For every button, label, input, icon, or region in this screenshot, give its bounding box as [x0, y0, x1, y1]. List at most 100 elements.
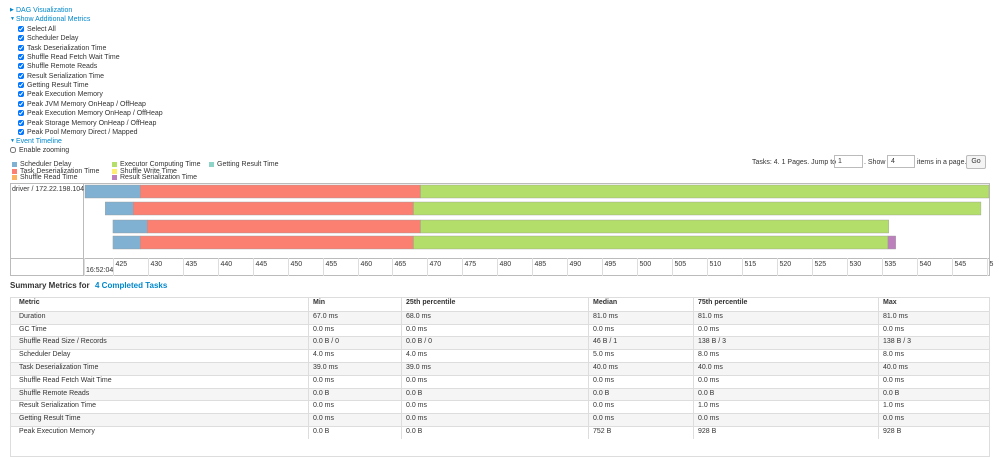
column-header[interactable]: 75th percentile — [698, 299, 748, 306]
table-cell: 0.0 ms — [698, 376, 720, 384]
table-cell: 4.0 ms — [406, 351, 428, 359]
table-header: Metric Min 25th percentile Median 75th perce… — [11, 298, 989, 311]
summary-link[interactable]: 4 Completed Tasks — [95, 281, 168, 290]
column-header[interactable]: Min — [313, 299, 326, 306]
table-cell: 0.0 ms — [593, 376, 615, 384]
column-divider — [401, 414, 402, 426]
checkbox[interactable] — [18, 82, 24, 89]
checkbox[interactable] — [18, 26, 24, 32]
column-divider — [878, 375, 879, 388]
table-cell: 8.0 ms — [698, 351, 720, 359]
table-row: Shuffle Read Fetch Wait Time 0.0 ms 0.0 ms… — [11, 374, 989, 388]
table-cell: 0.0 ms — [313, 402, 335, 410]
table-row: Duration 67.0 ms 68.0 ms 81.0 ms 81.0 ms 81.0… — [11, 310, 989, 324]
column-divider — [878, 401, 879, 414]
page: ▶ DAG Visualization ▼ Show Additional Metri… — [10, 7, 994, 457]
go-button[interactable]: Go — [966, 155, 986, 169]
table-cell: 0.0 ms — [313, 376, 335, 384]
table-cell: 0.0 B / 0 — [406, 338, 433, 346]
table-cell: 0.0 ms — [883, 325, 905, 333]
table-cell: Duration — [19, 312, 46, 320]
column-divider — [401, 427, 402, 439]
table-cell: 40.0 ms — [698, 364, 723, 371]
column-divider — [588, 363, 589, 375]
page-input[interactable]: 1 — [834, 155, 863, 168]
column-header[interactable]: Metric — [19, 299, 40, 306]
table-cell: 8.0 ms — [883, 351, 905, 359]
column-divider — [308, 311, 309, 324]
checkbox[interactable] — [18, 44, 24, 51]
checkbox[interactable] — [18, 72, 24, 79]
column-divider — [588, 388, 589, 401]
checkbox[interactable] — [18, 128, 24, 135]
table-cell: 138 B / 3 — [698, 338, 727, 346]
column-header[interactable]: Max — [883, 299, 897, 306]
legend-item: Scheduler Delay — [12, 160, 71, 169]
executor-label: driver / 172.22.198.104 — [12, 186, 84, 193]
expand-icon[interactable]: ▶ — [10, 7, 14, 13]
column-divider — [693, 337, 694, 350]
legend-item: Task Deserialization Time — [12, 167, 99, 176]
column-divider — [401, 337, 402, 350]
expand-icon[interactable]: ▼ — [10, 138, 15, 144]
table-row: Peak Execution Memory 0.0 B 0.0 B 752 B 928 … — [11, 426, 989, 439]
column-divider — [308, 375, 309, 388]
column-divider — [693, 427, 694, 439]
checkbox[interactable] — [18, 35, 24, 42]
task-segment — [133, 201, 414, 216]
event-timeline-link[interactable]: Event Timeline — [16, 138, 62, 145]
metric-option: Peak Pool Memory Direct / Mapped — [18, 128, 138, 137]
table-cell: 46 B / 1 — [593, 338, 618, 346]
column-divider — [308, 427, 309, 439]
column-divider — [588, 350, 589, 362]
expand-icon[interactable]: ▼ — [10, 16, 15, 22]
checkbox[interactable] — [18, 119, 24, 126]
column-divider — [401, 388, 402, 401]
metric-option: Peak Execution Memory OnHeap / OffHeap — [18, 109, 163, 118]
column-divider — [401, 324, 402, 337]
x-tick-label: 505 — [675, 261, 687, 268]
column-divider — [401, 375, 402, 388]
checkbox[interactable] — [18, 54, 24, 61]
table-cell: 0.0 B — [406, 389, 423, 397]
checkbox[interactable] — [18, 91, 24, 98]
metric-option: Scheduler Delay — [18, 34, 78, 43]
task-segment — [887, 235, 896, 250]
metric-option: Select All — [18, 25, 56, 34]
column-divider — [401, 350, 402, 362]
legend-item: Result Serialization Time — [112, 173, 197, 182]
page-size-input[interactable]: 4 — [887, 155, 915, 168]
table-cell: 67.0 ms — [313, 312, 338, 320]
table-row: Task Deserialization Time 39.0 ms 39.0 ms 4… — [11, 362, 989, 375]
pagination-text: Tasks: 4. 1 Pages. Jump to — [752, 159, 837, 166]
column-divider — [693, 363, 694, 375]
column-divider — [308, 324, 309, 337]
table-cell: Task Deserialization Time — [19, 364, 99, 371]
pagination-text: . Show — [864, 159, 886, 166]
checkbox[interactable] — [10, 147, 16, 153]
table-cell: 928 B — [698, 428, 717, 435]
metrics-link[interactable]: Show Additional Metrics — [16, 16, 91, 23]
task-segment — [84, 184, 141, 199]
x-tick-label: 520 — [780, 261, 792, 268]
column-header[interactable]: 25th percentile — [406, 299, 456, 306]
x-tick-label: 425 — [116, 261, 128, 268]
legend-swatch — [12, 162, 17, 167]
task-segment — [413, 201, 982, 216]
column-divider — [401, 401, 402, 414]
legend-swatch — [112, 175, 117, 181]
x-tick-label: 510 — [710, 261, 722, 268]
legend-item: Executor Computing Time — [112, 160, 201, 169]
table-cell: 0.0 B — [698, 389, 715, 397]
table-cell: 40.0 ms — [593, 364, 618, 371]
table-cell: 5.0 ms — [593, 351, 615, 359]
checkbox[interactable] — [18, 100, 24, 107]
checkbox[interactable] — [18, 63, 24, 70]
table-cell: 0.0 ms — [698, 415, 720, 423]
column-header[interactable]: Median — [593, 299, 618, 306]
dag-link[interactable]: DAG Visualization — [16, 7, 73, 14]
legend-swatch — [12, 175, 17, 181]
checkbox[interactable] — [18, 110, 24, 117]
table-cell: 0.0 ms — [593, 325, 615, 333]
column-divider — [401, 311, 402, 324]
